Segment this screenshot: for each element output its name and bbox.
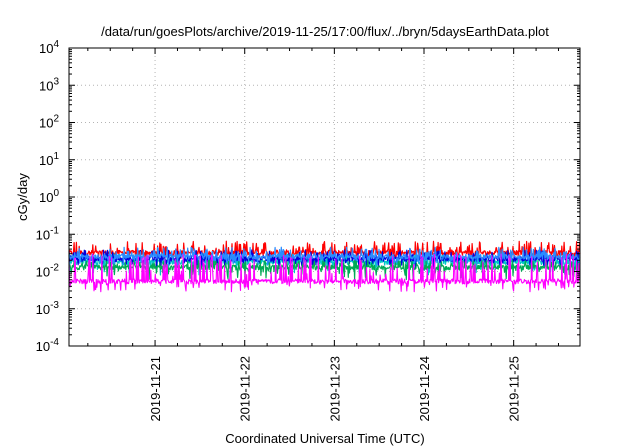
series-line: [68, 253, 581, 293]
x-axis: 2019-11-21 2019-11-22 2019-11-23 2019-11-24…: [87, 48, 559, 422]
y-tick-label: 10-3: [36, 300, 60, 317]
y-tick-label: 103: [39, 76, 59, 93]
y-tick-label: 10-2: [36, 263, 60, 280]
series-line: [68, 246, 581, 267]
series-group: [68, 240, 581, 293]
grid: [69, 48, 580, 346]
x-tick-label: 2019-11-25: [507, 356, 522, 422]
y-tick-label: 100: [39, 188, 59, 205]
y-axis-label: cGy/day: [15, 173, 30, 221]
x-tick-label: 2019-11-21: [148, 356, 163, 422]
x-tick-label: 2019-11-24: [417, 356, 432, 422]
x-axis-label: Coordinated Universal Time (UTC): [225, 431, 424, 446]
chart-title: /data/run/goesPlots/archive/2019-11-25/1…: [101, 24, 549, 39]
y-tick-label: 104: [39, 39, 59, 56]
y-tick-label: 101: [39, 151, 59, 168]
series-line: [68, 240, 581, 260]
y-tick-label: 102: [39, 114, 59, 131]
y-tick-label: 10-4: [36, 337, 60, 354]
series-line: [68, 259, 581, 281]
x-tick-label: 2019-11-23: [327, 356, 342, 422]
x-tick-label: 2019-11-22: [238, 356, 253, 422]
y-tick-label: 10-1: [36, 225, 60, 242]
